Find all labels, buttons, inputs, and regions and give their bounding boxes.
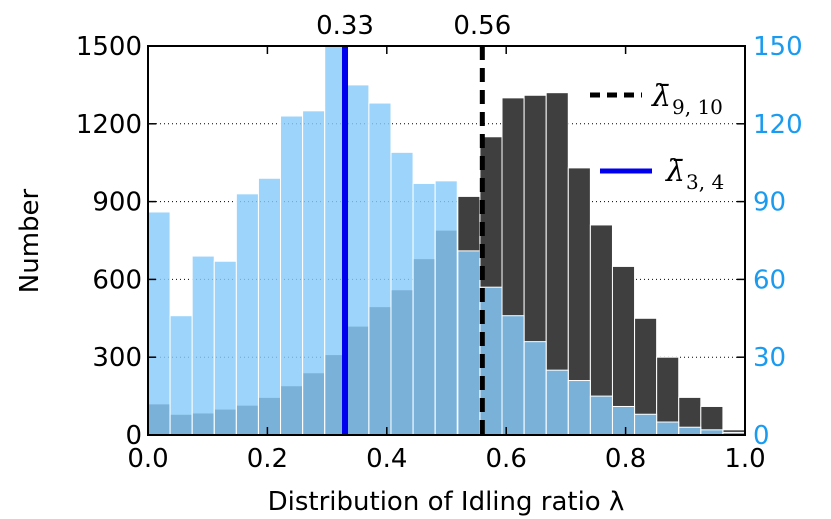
series-3-4-bars [147,45,746,436]
bar-3-4 [257,177,282,436]
y-right-tick-label: 60 [753,265,786,295]
y-right-tick-label: 150 [753,32,803,62]
y-left-tick-label: 1200 [76,110,142,140]
y-left-tick-label: 0 [125,421,142,451]
bar-3-4 [346,84,370,436]
mean-9-10-annotation: 0.56 [453,11,511,41]
bar-3-4 [678,426,702,436]
y-right-tick-label: 120 [753,110,803,140]
mean-3-4-annotation: 0.33 [316,11,374,41]
bar-3-4 [501,315,525,436]
bar-3-4 [169,315,193,436]
bar-3-4 [567,380,591,436]
x-axis-label: Distribution of Idling ratio λ [268,487,625,517]
bar-3-4 [235,193,259,436]
bar-3-4 [302,110,326,436]
y-right-tick-label: 0 [753,421,770,451]
bar-3-4 [589,395,613,436]
bar-3-4 [434,180,458,436]
y-left-tick-label: 900 [92,188,142,218]
bar-3-4 [412,182,436,436]
bar-3-4 [545,369,569,436]
bar-3-4 [523,341,547,436]
x-tick-label: 1.0 [724,444,765,474]
y-axis-label: Number [15,188,45,293]
axis-ticks: 0.0 0.2 0.4 0.6 0.8 1.00300600900120015000306… [76,32,803,474]
x-tick-label: 0.0 [127,444,168,474]
x-tick-label: 0.2 [247,444,288,474]
bar-3-4 [634,413,658,436]
x-tick-label: 0.4 [366,444,407,474]
plot-frame [147,45,746,436]
mean-lines [342,46,485,435]
bar-3-4 [147,211,171,436]
x-tick-label: 0.8 [605,444,646,474]
bar-3-4 [611,405,636,436]
legend-label-9-10: λ̄9, 10 [651,79,723,119]
bar-3-4 [656,421,680,436]
y-left-tick-label: 1500 [76,32,142,62]
y-right-tick-label: 90 [753,188,786,218]
bar-3-4 [368,102,392,436]
bar-3-4 [280,115,304,436]
bar-3-4 [457,250,481,436]
bar-3-4 [390,151,414,436]
legend-label-3-4: λ̄3, 4 [665,154,724,194]
x-tick-label: 0.6 [486,444,527,474]
legend: λ̄9, 10 λ̄3, 4 [590,79,724,194]
bar-3-4 [191,255,215,436]
bar-3-4 [213,260,237,436]
y-right-tick-label: 30 [753,343,786,373]
y-left-tick-label: 300 [92,343,142,373]
y-left-tick-label: 600 [92,265,142,295]
